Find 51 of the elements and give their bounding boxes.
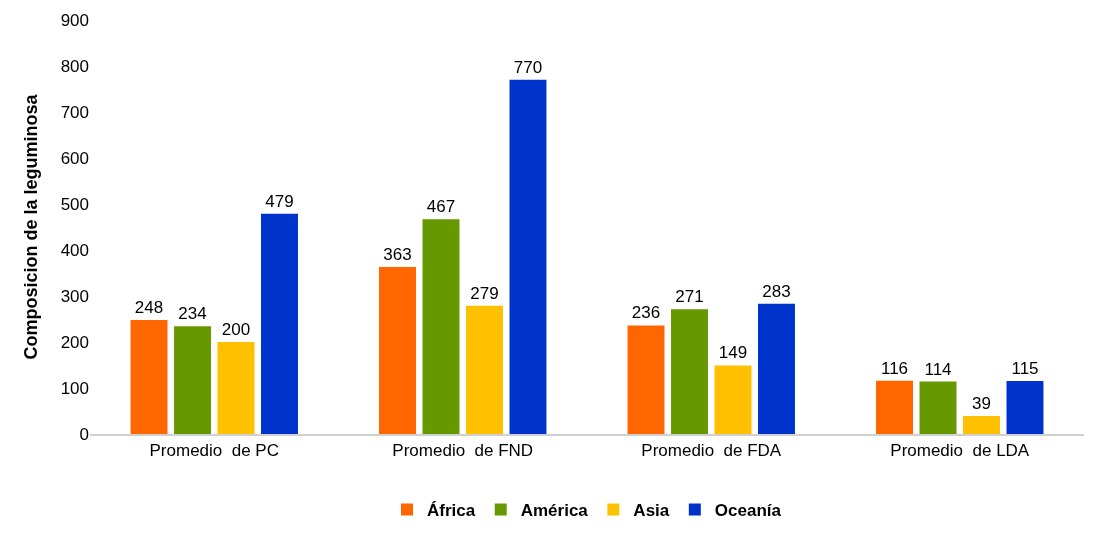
bar: [714, 365, 752, 434]
data-label: 149: [718, 343, 748, 363]
data-label: 279: [470, 283, 499, 303]
y-tick-label: 0: [79, 424, 89, 444]
y-tick-label: 200: [60, 332, 89, 352]
data-label: 114: [924, 359, 952, 379]
data-label: 770: [513, 57, 543, 77]
bar: [422, 219, 460, 434]
bar: [1006, 381, 1044, 434]
legend-label: Asia: [633, 501, 670, 521]
x-tick-label: Promedio de FND: [392, 441, 534, 461]
bar: [379, 267, 416, 434]
data-label: 467: [426, 197, 456, 217]
legend-label: África: [427, 501, 476, 521]
data-label: 116: [880, 358, 909, 378]
data-label: 200: [221, 320, 251, 339]
bar: [876, 380, 913, 434]
legend-label: Oceanía: [714, 501, 782, 521]
bar: [671, 309, 708, 434]
bar: [758, 303, 795, 434]
y-axis-title: Composicion de la leguminosa: [20, 93, 41, 360]
bar: [963, 416, 1000, 434]
bar: [919, 381, 957, 434]
data-label: 248: [134, 297, 164, 317]
data-label: 236: [631, 303, 661, 323]
legend-label: América: [520, 501, 589, 521]
y-tick-label: 700: [60, 102, 89, 122]
data-label: 234: [178, 304, 207, 324]
bar: [509, 79, 547, 434]
bar: [466, 305, 503, 434]
data-label: 363: [383, 245, 412, 265]
data-label: 479: [265, 191, 294, 211]
y-tick-label: 400: [60, 240, 89, 260]
data-label: 115: [1011, 359, 1039, 379]
x-tick-label: Promedio de PC: [149, 441, 279, 461]
y-tick-label: 100: [60, 378, 89, 398]
y-tick-label: 900: [60, 10, 89, 30]
data-label: 271: [675, 287, 704, 307]
y-tick-label: 800: [60, 56, 89, 76]
bar: [217, 342, 255, 434]
x-tick-label: Promedio de LDA: [890, 441, 1030, 461]
bar: [130, 319, 168, 434]
bar: [261, 213, 298, 434]
bar: [627, 325, 665, 434]
data-label: 283: [762, 281, 791, 301]
x-tick-label: Promedio de FDA: [641, 441, 782, 461]
y-tick-label: 500: [60, 194, 89, 214]
data-label: 39: [972, 394, 991, 414]
y-tick-label: 300: [60, 286, 89, 306]
bar: [174, 326, 211, 434]
y-tick-label: 600: [60, 148, 89, 168]
